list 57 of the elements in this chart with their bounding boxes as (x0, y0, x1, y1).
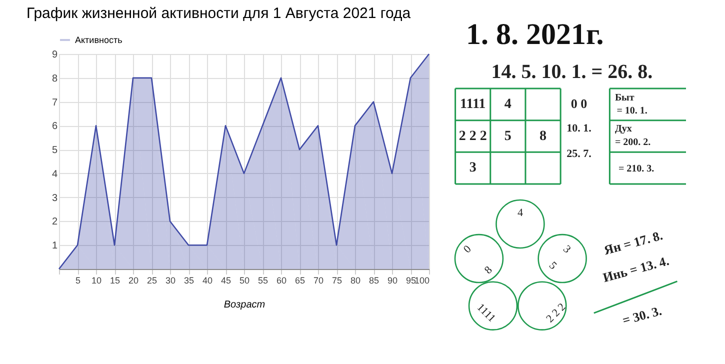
text: 0 (461, 242, 474, 256)
x-tick-label: 10 (91, 276, 102, 286)
x-tick-label: 85 (368, 276, 380, 286)
x-tick-label: 30 (165, 276, 176, 286)
x-tick-label: 75 (332, 276, 342, 286)
y-tick-label: 9 (52, 50, 58, 60)
legend-label: Активность (75, 35, 123, 45)
text: Ян = 17. 8. (602, 228, 664, 258)
x-tick-label: 100 (414, 276, 430, 286)
text: 0 0 (570, 96, 588, 111)
x-tick-label: 60 (276, 276, 287, 286)
text: 4 (504, 97, 512, 112)
text: 8 (482, 264, 496, 277)
x-tick-label: 45 (220, 276, 232, 286)
text: 2 2 2 (458, 128, 487, 144)
text: 3 (560, 243, 574, 256)
text: 25. 7. (566, 148, 592, 160)
y-tick-label: 6 (52, 121, 58, 132)
x-tick-label: 15 (110, 276, 120, 286)
x-tick-label: 65 (294, 276, 306, 286)
text: 2 2 2 (544, 301, 568, 326)
x-tick-label: 25 (146, 276, 158, 286)
text: 10. 1. (566, 122, 592, 135)
x-tick-label: 70 (313, 276, 324, 286)
text: Дух (614, 124, 632, 135)
text: = 210. 3. (618, 164, 655, 175)
text: 1111 (460, 97, 486, 112)
text: 1111 (474, 302, 498, 325)
text: 1. 8. 2021г. (466, 18, 604, 51)
text: = 200. 2. (614, 137, 652, 148)
x-tick-label: 50 (239, 276, 250, 286)
y-tick-label: 3 (52, 192, 58, 204)
x-tick-label: 5 (75, 276, 81, 286)
y-tick-label: 7 (52, 97, 58, 108)
text: 5 (504, 128, 512, 144)
y-tick-label: 2 (52, 216, 58, 228)
y-tick-label: 8 (52, 73, 58, 84)
x-tick-label: 35 (184, 276, 194, 286)
text: = 10. 1. (616, 105, 648, 116)
text: 8 (540, 128, 547, 144)
x-tick-label: 80 (350, 276, 361, 286)
text: 4 (517, 207, 524, 220)
y-tick-label: 5 (52, 145, 58, 156)
x-tick-label: 55 (258, 276, 268, 286)
x-tick-label: 20 (128, 276, 139, 286)
y-tick-label: 4 (52, 168, 58, 180)
x-tick-label: 40 (202, 276, 213, 286)
text: 5 (546, 260, 560, 272)
text: 14. 5. 10. 1. = 26. 8. (491, 61, 653, 84)
text: = 30. 3. (620, 302, 664, 328)
x-tick-label: 95 (406, 276, 416, 286)
chart-title: График жизненной активности для 1 Августа 2021 года (26, 5, 412, 22)
x-tick-label: 90 (387, 276, 398, 286)
text: 3 (469, 160, 476, 176)
x-axis-title: Возраст (224, 300, 266, 310)
text: Быт (614, 92, 634, 104)
y-tick-label: 1 (52, 240, 58, 252)
